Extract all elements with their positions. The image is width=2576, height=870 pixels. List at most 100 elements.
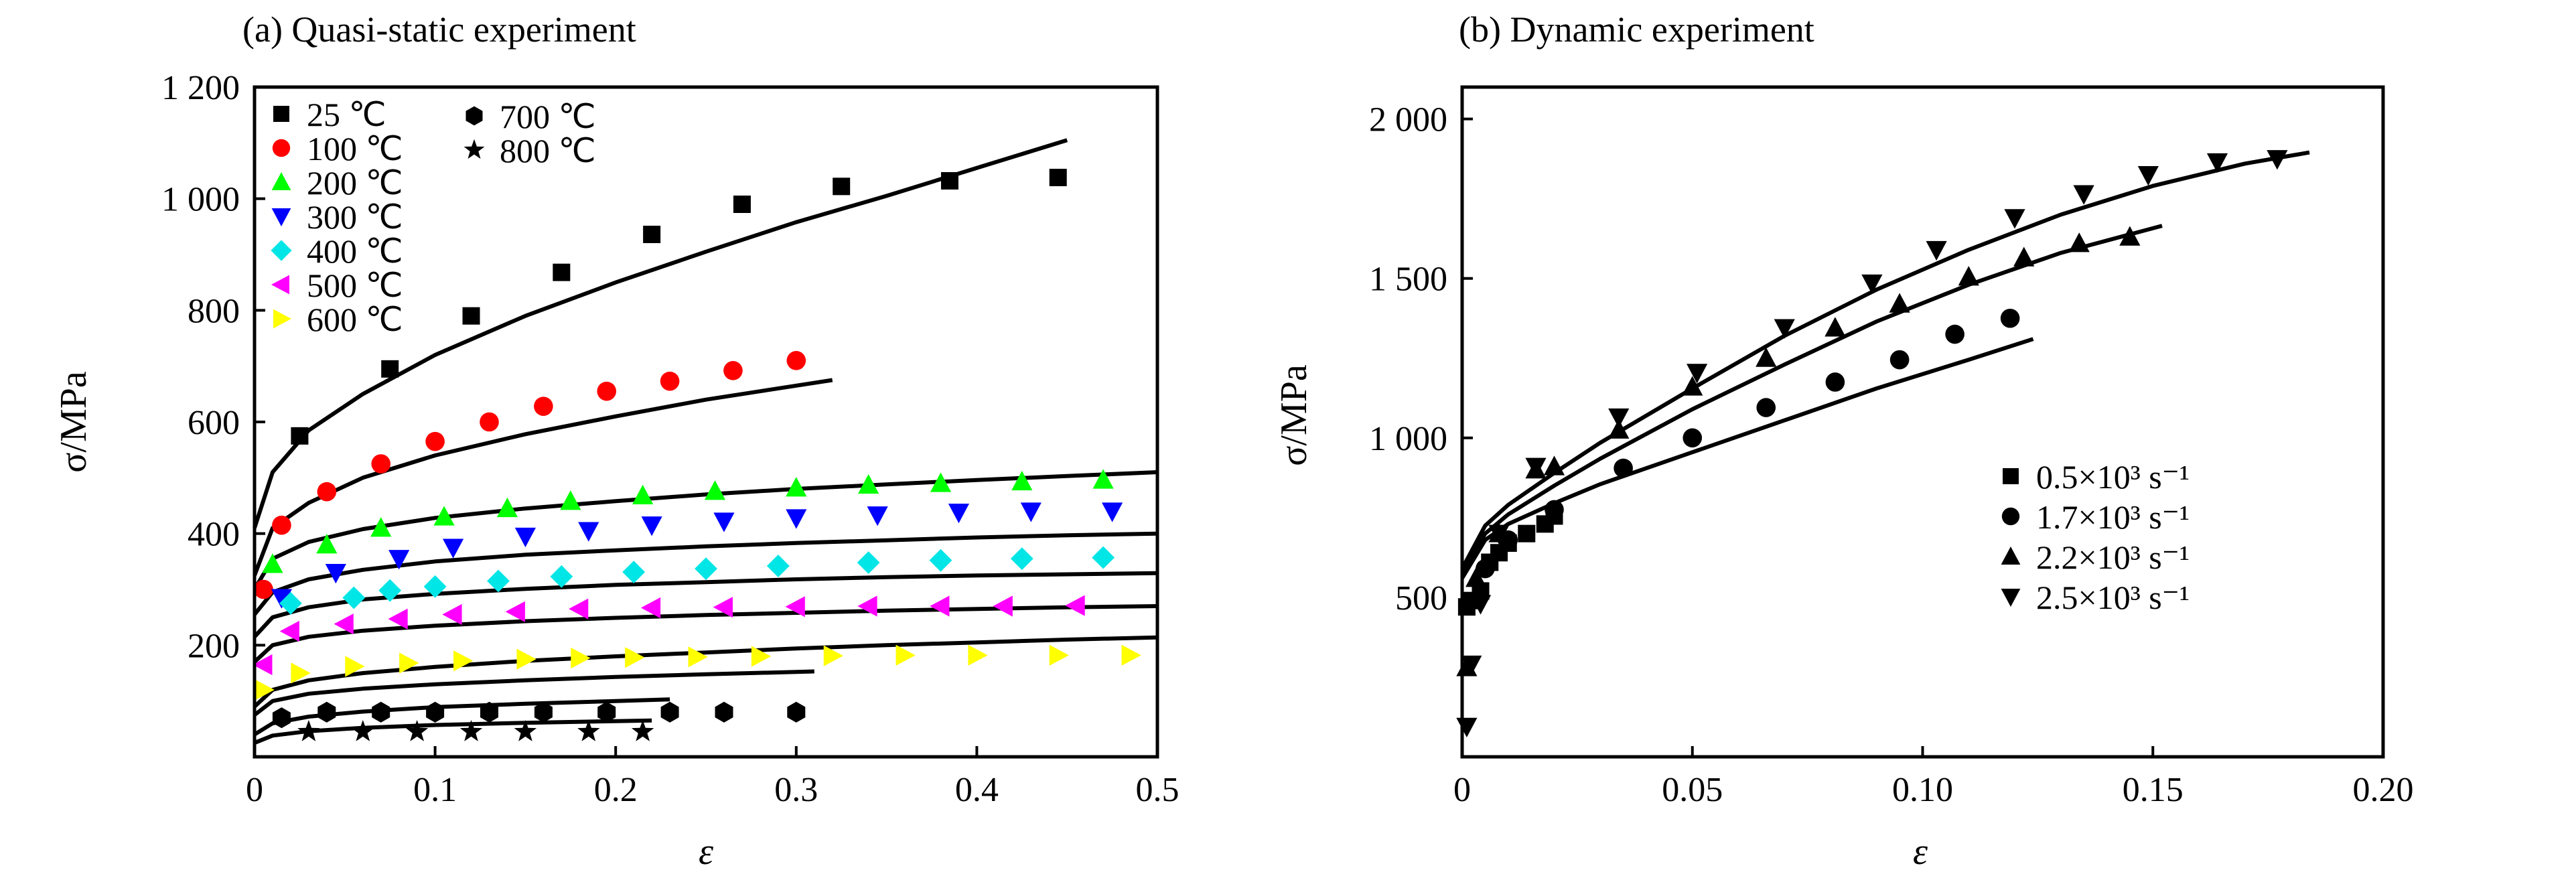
data-point — [388, 608, 408, 630]
data-point — [423, 575, 447, 598]
data-point — [453, 650, 474, 672]
data-point — [291, 427, 309, 445]
legend-label: 600 ℃ — [307, 301, 403, 338]
chart-b-frame — [1460, 85, 2385, 759]
data-point — [480, 701, 498, 723]
data-point — [2000, 308, 2020, 328]
legend-label: 2.5×10³ s⁻¹ — [2036, 579, 2190, 616]
data-point — [643, 226, 661, 243]
data-point — [317, 701, 336, 723]
data-point — [787, 701, 806, 723]
chart-b-title: (b) Dynamic experiment — [1459, 9, 1814, 50]
x-tick-label: 0 — [246, 771, 263, 809]
data-point — [297, 720, 320, 741]
chart-b-points — [1456, 150, 2288, 738]
data-point — [459, 720, 483, 741]
legend-marker — [271, 208, 291, 226]
data-point — [378, 579, 402, 602]
data-point — [442, 538, 464, 559]
data-point — [569, 598, 589, 620]
data-point — [534, 701, 553, 723]
data-point — [1687, 364, 1708, 384]
data-point — [858, 474, 879, 494]
data-point — [577, 720, 600, 741]
y-tick-label: 600 — [188, 404, 240, 442]
data-point — [334, 613, 354, 635]
y-tick-label: 1 000 — [1369, 420, 1447, 458]
legend-marker — [2001, 507, 2020, 526]
data-point — [1020, 502, 1042, 522]
chart-a-x-axis-label: ε — [699, 831, 714, 870]
data-point — [1756, 347, 1777, 367]
data-point — [929, 549, 952, 572]
data-point — [766, 555, 790, 577]
x-tick-label: 0 — [1453, 771, 1471, 809]
data-point — [496, 497, 518, 518]
data-point — [1518, 524, 1536, 542]
data-point — [930, 595, 950, 617]
legend-label: 700 ℃ — [500, 98, 596, 135]
y-tick-label: 400 — [188, 516, 240, 554]
data-point — [641, 516, 662, 536]
fit-curve — [253, 531, 1158, 616]
x-tick-label: 0.05 — [1662, 771, 1723, 809]
data-point — [688, 646, 708, 668]
chart-b-ticks: 0 0.05 0.10 0.15 0.20 500 1 000 1 500 2 000 — [1369, 101, 2414, 809]
data-point — [462, 307, 480, 325]
data-point — [713, 512, 735, 532]
data-point — [1456, 717, 1478, 738]
legend-label: 500 ℃ — [307, 267, 403, 304]
data-point — [516, 648, 536, 670]
data-point — [560, 490, 581, 510]
data-point — [316, 534, 338, 554]
x-tick-label: 0.4 — [955, 771, 999, 809]
y-tick-label: 200 — [188, 627, 240, 665]
y-tick-label: 1 500 — [1369, 261, 1447, 299]
data-point — [514, 720, 537, 741]
fit-curve — [253, 571, 1158, 638]
x-tick-label: 0.10 — [1892, 771, 1953, 809]
data-point — [622, 561, 646, 584]
data-point — [640, 597, 661, 619]
data-point — [1889, 293, 1910, 313]
data-point — [2137, 165, 2159, 186]
legend-label: 1.7×10³ s⁻¹ — [2036, 498, 2190, 536]
data-point — [405, 720, 429, 741]
legend-label: 300 ℃ — [307, 198, 403, 236]
x-tick-label: 0.15 — [2123, 771, 2184, 809]
legend-label: 25 ℃ — [307, 96, 386, 133]
data-point — [751, 646, 772, 667]
data-point — [291, 662, 311, 684]
data-point — [1945, 324, 1964, 344]
chart-a-title: (a) Quasi-static experiment — [242, 9, 636, 50]
legend-marker — [2001, 589, 2021, 607]
data-point — [2004, 209, 2025, 229]
data-point — [388, 550, 410, 570]
y-tick-label: 1 200 — [161, 69, 240, 107]
legend-marker — [271, 240, 292, 261]
legend-label: 100 ℃ — [307, 130, 403, 167]
data-point — [370, 517, 392, 537]
data-point — [1461, 655, 1482, 676]
x-tick-label: 0.1 — [413, 771, 457, 809]
chart-a-points — [253, 169, 1141, 741]
chart-a-fit-curves — [253, 138, 1158, 745]
data-point — [1958, 266, 1979, 286]
data-point — [1010, 547, 1033, 571]
data-point — [786, 351, 806, 370]
data-point — [1065, 595, 1085, 616]
fit-curve — [1460, 224, 2163, 577]
fit-curve — [253, 378, 833, 577]
legend-label: 200 ℃ — [307, 164, 403, 202]
data-point — [1825, 372, 1845, 392]
data-point — [704, 480, 726, 500]
chart-a-ticks: 0 0.1 0.2 0.3 0.4 0.5 200 400 600 800 1 000 1 200 — [161, 69, 1179, 809]
chart-a-y-axis-label: σ/MPa — [53, 371, 94, 473]
data-point — [272, 707, 291, 729]
data-point — [1102, 502, 1123, 522]
data-point — [857, 595, 877, 617]
data-point — [342, 586, 366, 609]
data-point — [1683, 428, 1703, 448]
data-point — [480, 412, 499, 432]
data-point — [1525, 457, 1547, 478]
